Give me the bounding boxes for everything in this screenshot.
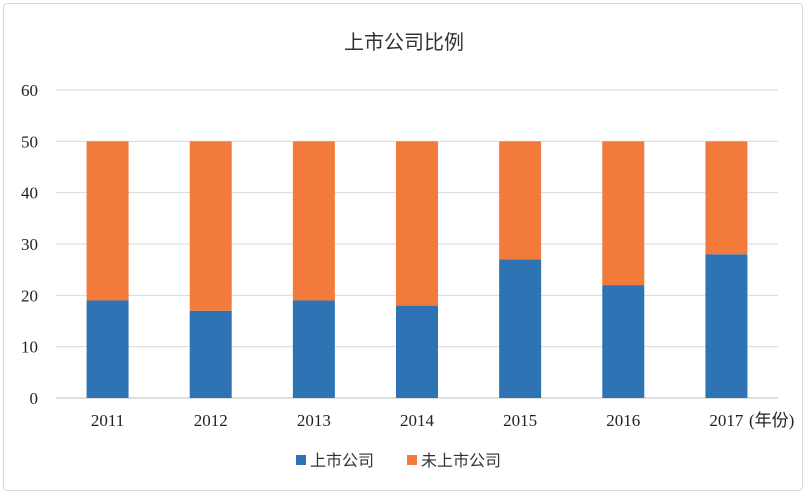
x-tick-label: 2011 bbox=[91, 411, 124, 430]
x-tick-label: 2012 bbox=[194, 411, 228, 430]
x-tick-label: 2015 bbox=[503, 411, 537, 430]
chart-title: 上市公司比例 bbox=[344, 30, 464, 54]
y-axis-ticks: 0 10 20 30 40 50 60 bbox=[21, 81, 38, 408]
bar-listed-2014 bbox=[396, 305, 438, 398]
x-tick-label: 2017 bbox=[709, 411, 744, 430]
bar-listed-2016 bbox=[602, 285, 645, 398]
bar-unlisted-2017 bbox=[705, 141, 748, 255]
y-tick-label: 30 bbox=[21, 235, 38, 254]
bar-unlisted-2015 bbox=[499, 141, 542, 260]
bar-unlisted-2016 bbox=[602, 141, 645, 286]
bar-listed-2011 bbox=[86, 300, 129, 398]
bars bbox=[86, 141, 748, 398]
bar-unlisted-2011 bbox=[86, 141, 129, 301]
x-axis-ticks: 2011 2012 2013 2014 2015 2016 2017 bbox=[91, 411, 744, 430]
legend-label-listed: 上市公司 bbox=[310, 451, 374, 470]
bar-listed-2013 bbox=[292, 300, 335, 398]
x-tick-label: 2013 bbox=[297, 411, 331, 430]
bar-unlisted-2013 bbox=[292, 141, 335, 301]
x-tick-label: 2016 bbox=[606, 411, 640, 430]
x-tick-label: 2014 bbox=[400, 411, 435, 430]
y-tick-label: 20 bbox=[21, 286, 38, 305]
bar-unlisted-2012 bbox=[189, 141, 232, 311]
y-tick-label: 50 bbox=[21, 132, 38, 151]
y-tick-label: 10 bbox=[21, 338, 38, 357]
bar-listed-2015 bbox=[499, 259, 542, 398]
bar-listed-2017 bbox=[705, 254, 748, 398]
x-axis-unit-label: (年份) bbox=[749, 411, 794, 430]
legend-swatch-listed bbox=[296, 455, 306, 465]
y-tick-label: 40 bbox=[21, 184, 38, 203]
legend-label-unlisted: 未上市公司 bbox=[421, 451, 501, 470]
bar-unlisted-2014 bbox=[396, 141, 438, 306]
legend-swatch-unlisted bbox=[407, 455, 417, 465]
legend: 上市公司 未上市公司 bbox=[296, 451, 501, 470]
y-tick-label: 60 bbox=[21, 81, 38, 100]
y-tick-label: 0 bbox=[30, 389, 39, 408]
bar-listed-2012 bbox=[189, 310, 232, 398]
